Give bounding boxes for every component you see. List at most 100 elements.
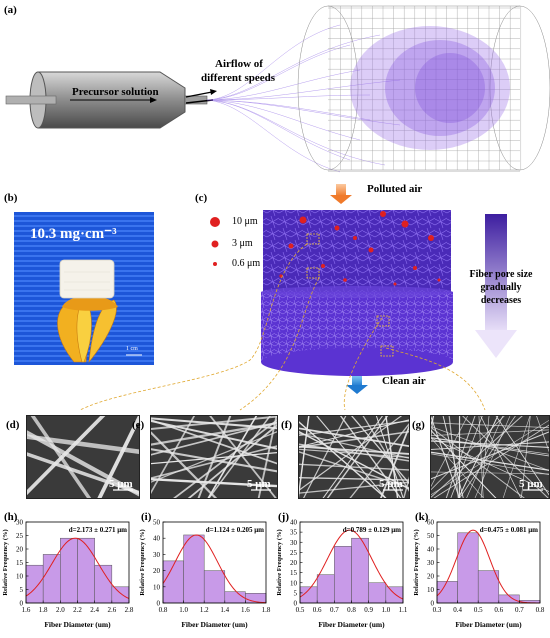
airflow-label-1: Airflow of — [194, 58, 284, 70]
x-tick-label: 2.4 — [90, 606, 99, 614]
y-tick-label: 20 — [153, 567, 161, 575]
y-tick-label: 0 — [431, 600, 435, 608]
histogram-bar — [478, 571, 499, 603]
panel-label-sem-3: (g) — [412, 419, 425, 431]
y-tick-label: 60 — [427, 519, 435, 527]
histogram-panel-label: (j) — [278, 511, 289, 523]
x-tick-label: 0.7 — [330, 606, 339, 614]
sem-scale-label: 5 μm — [109, 478, 133, 490]
histogram-bar — [184, 535, 205, 603]
mean-diameter-annotation: d=2.173 ± 0.271 μm — [69, 526, 127, 534]
y-tick-label: 40 — [290, 519, 298, 527]
histogram-bar — [458, 533, 479, 603]
y-tick-label: 0 — [157, 600, 161, 608]
histogram-2: (j) 0.5 0.6 0.7 0.8 0.9 1.0 1.1 0 5 10 15 20 25 30 35 40… — [274, 508, 411, 633]
y-tick-label: 35 — [290, 529, 298, 537]
y-axis-label: Relative Frequency (%) — [139, 529, 146, 595]
zoom-connector-lines — [0, 230, 550, 415]
y-tick-label: 20 — [427, 573, 435, 581]
polluted-air-label: Polluted air — [367, 183, 422, 195]
y-tick-label: 20 — [290, 559, 298, 567]
y-tick-label: 5 — [294, 589, 298, 597]
x-tick-label: 1.2 — [200, 606, 209, 614]
histogram-bar — [225, 592, 246, 603]
panel-label-sem-0: (d) — [6, 419, 19, 431]
x-tick-label: 0.8 — [536, 606, 545, 614]
y-tick-label: 20 — [16, 546, 24, 554]
sem-image-0: 5 μm — [26, 415, 140, 499]
y-axis-label: Relative Frequency (%) — [2, 529, 9, 595]
y-tick-label: 25 — [290, 549, 298, 557]
sem-image-2: 5 μm — [298, 415, 410, 499]
panel-label-b: (b) — [4, 192, 17, 204]
x-axis-label: Fiber Diameter (um) — [455, 620, 522, 629]
x-tick-label: 0.4 — [453, 606, 462, 614]
x-axis-label: Fiber Diameter (um) — [44, 620, 111, 629]
sem-scale-label: 5 μm — [379, 478, 403, 490]
precursor-solution-label: Precursor solution — [72, 86, 159, 98]
histogram-bar — [60, 538, 77, 603]
x-tick-label: 1.8 — [262, 606, 271, 614]
y-tick-label: 5 — [20, 586, 24, 594]
y-tick-label: 30 — [153, 551, 161, 559]
y-tick-label: 40 — [153, 535, 161, 543]
y-tick-label: 30 — [290, 539, 298, 547]
sem-fiber — [479, 416, 484, 498]
x-tick-label: 1.1 — [399, 606, 408, 614]
y-tick-label: 10 — [427, 586, 435, 594]
x-axis-label: Fiber Diameter (um) — [181, 620, 248, 629]
x-tick-label: 1.0 — [179, 606, 188, 614]
x-axis-label: Fiber Diameter (um) — [318, 620, 385, 629]
x-tick-label: 0.7 — [515, 606, 524, 614]
x-tick-label: 0.6 — [313, 606, 322, 614]
sem-fiber — [301, 416, 348, 498]
y-tick-label: 10 — [16, 573, 24, 581]
histogram-bar — [204, 571, 225, 603]
x-tick-label: 1.8 — [39, 606, 48, 614]
histogram-bar — [112, 587, 129, 603]
x-tick-label: 0.6 — [494, 606, 503, 614]
histogram-panel-label: (i) — [141, 511, 152, 523]
histogram-bar — [369, 583, 386, 603]
y-axis-label: Relative Frequency (%) — [276, 529, 283, 595]
y-tick-label: 10 — [290, 579, 298, 587]
y-tick-label: 0 — [20, 600, 24, 608]
histogram-bar — [26, 565, 43, 603]
y-tick-label: 50 — [427, 532, 435, 540]
x-tick-label: 0.3 — [433, 606, 442, 614]
x-tick-label: 0.9 — [364, 606, 373, 614]
y-tick-label: 0 — [294, 600, 298, 608]
x-tick-label: 2.6 — [107, 606, 116, 614]
histogram-svg: (j) 0.5 0.6 0.7 0.8 0.9 1.0 1.1 0 5 10 15 20 25 30 35 40… — [274, 508, 411, 633]
x-tick-label: 0.5 — [296, 606, 305, 614]
sem-fiber — [431, 423, 549, 428]
x-tick-label: 0.8 — [159, 606, 168, 614]
x-tick-label: 1.6 — [241, 606, 250, 614]
histogram-bar — [334, 546, 351, 603]
histogram-bar — [163, 561, 184, 603]
x-tick-label: 0.5 — [474, 606, 483, 614]
y-tick-label: 30 — [427, 559, 435, 567]
airflow-label-2: different speeds — [178, 72, 298, 84]
x-tick-label: 1.4 — [220, 606, 229, 614]
panel-label-sem-1: (e) — [132, 419, 144, 431]
x-tick-label: 1.0 — [381, 606, 390, 614]
y-tick-label: 15 — [16, 559, 24, 567]
sem-scale-label: 5 μm — [519, 478, 543, 490]
histogram-bar — [78, 538, 95, 603]
mean-diameter-annotation: d=0.475 ± 0.081 μm — [480, 526, 538, 534]
y-tick-label: 15 — [290, 569, 298, 577]
x-tick-label: 2.8 — [125, 606, 134, 614]
histogram-bar — [386, 587, 403, 603]
sem-image-3: 5 μm — [430, 415, 550, 499]
sem-scale-label: 5 μm — [247, 478, 271, 490]
x-tick-label: 0.8 — [347, 606, 356, 614]
x-tick-label: 2.2 — [73, 606, 82, 614]
panel-label-sem-2: (f) — [281, 419, 292, 431]
y-tick-label: 25 — [16, 532, 24, 540]
